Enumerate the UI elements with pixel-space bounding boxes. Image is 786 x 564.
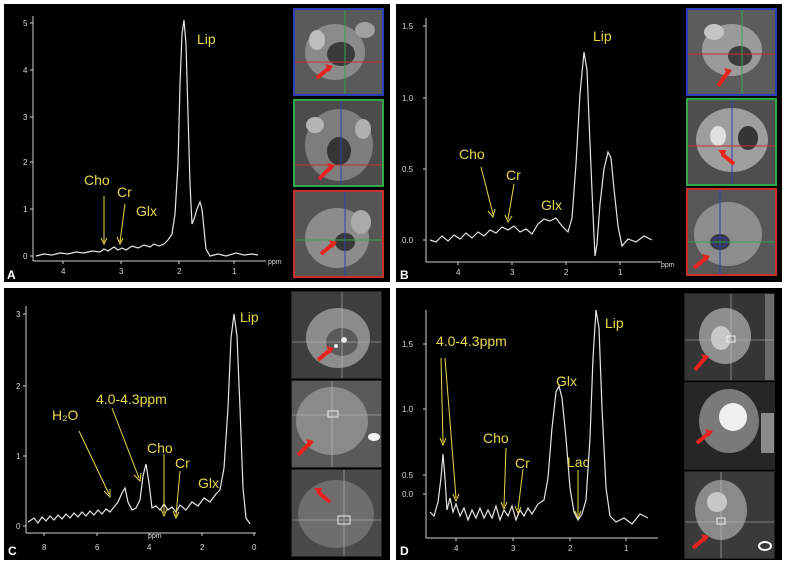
mri-thumbnail-axial bbox=[686, 8, 777, 96]
peak-label-glx: Glx bbox=[541, 197, 562, 213]
mri-thumbnail-axial bbox=[291, 291, 382, 379]
y-tick: 0 bbox=[23, 252, 28, 261]
x-unit-label: ppm bbox=[148, 533, 162, 540]
x-tick: 4 bbox=[147, 543, 152, 552]
x-tick: 4 bbox=[454, 544, 459, 553]
spectrum-plot-c: 3 2 1 0 8 6 4 2 0 ppm H₂O 4.0-4.3ppm Cho… bbox=[16, 306, 259, 552]
sagittal-mri-icon bbox=[292, 470, 381, 556]
panel-d: 1.5 1.0 0.5 0.0 4 3 2 1 4.0-4.3ppm Cho C… bbox=[396, 288, 782, 560]
x-tick: 4 bbox=[61, 267, 66, 276]
mri-thumbnail-coronal bbox=[684, 382, 775, 470]
x-tick: 0 bbox=[252, 543, 257, 552]
peak-label-cr: Cr bbox=[117, 184, 132, 200]
x-tick: 2 bbox=[177, 267, 182, 276]
coronal-mri-icon bbox=[685, 383, 774, 469]
x-tick: 6 bbox=[95, 543, 100, 552]
spectrum-plot-b: 1.5 1.0 0.5 0.0 4 3 2 1 ppm Cho Cr Glx L… bbox=[402, 18, 675, 277]
y-tick: 4 bbox=[23, 66, 28, 75]
y-tick: 1.5 bbox=[402, 22, 414, 31]
mri-thumbnail-sagittal bbox=[686, 188, 777, 276]
peak-label-cr: Cr bbox=[506, 167, 521, 183]
y-tick: 3 bbox=[16, 310, 21, 319]
x-tick: 2 bbox=[568, 544, 573, 553]
x-tick: 2 bbox=[564, 268, 569, 277]
y-tick: 1 bbox=[23, 205, 28, 214]
peak-label-cho: Cho bbox=[483, 430, 509, 446]
y-tick: 1.0 bbox=[402, 405, 414, 414]
spectrum-plot-d: 1.5 1.0 0.5 0.0 4 3 2 1 4.0-4.3ppm Cho C… bbox=[402, 309, 658, 553]
spectrum-trace bbox=[429, 51, 653, 257]
peak-label-4.0-4.3ppm: 4.0-4.3ppm bbox=[436, 333, 507, 349]
x-unit-label: ppm bbox=[661, 262, 675, 269]
axial-mri-icon bbox=[688, 10, 775, 94]
peak-label-lip: Lip bbox=[197, 31, 216, 47]
spectrum-trace bbox=[35, 19, 259, 257]
y-tick: 0 bbox=[16, 522, 21, 531]
y-tick: 1 bbox=[16, 452, 21, 461]
spectrum-trace bbox=[27, 313, 251, 525]
x-tick: 8 bbox=[42, 543, 47, 552]
mri-thumbnail-sagittal bbox=[293, 190, 384, 278]
spectrum-plot-a: 5 4 3 2 1 0 4 3 2 1 ppm Cho Cr Glx Lip bbox=[23, 16, 282, 276]
peak-label-lip: Lip bbox=[240, 309, 259, 325]
y-tick: 3 bbox=[23, 113, 28, 122]
x-tick: 1 bbox=[232, 267, 237, 276]
y-tick: 0.5 bbox=[402, 471, 414, 480]
x-tick: 2 bbox=[200, 543, 205, 552]
peak-label-lip: Lip bbox=[605, 315, 624, 331]
peak-label-cho: Cho bbox=[84, 172, 110, 188]
peak-label-cr: Cr bbox=[515, 455, 530, 471]
y-tick: 0.0 bbox=[402, 236, 414, 245]
sagittal-mri-icon bbox=[688, 190, 775, 274]
y-tick: 2 bbox=[23, 158, 28, 167]
peak-label-4.0-4.3ppm: 4.0-4.3ppm bbox=[96, 391, 167, 407]
panel-letter: A bbox=[7, 268, 16, 282]
sagittal-mri-icon bbox=[295, 192, 382, 276]
panel-c: 3 2 1 0 8 6 4 2 0 ppm H₂O 4.0-4.3ppm Cho… bbox=[4, 288, 390, 560]
y-tick: 5 bbox=[23, 19, 28, 28]
mri-thumbnail-axial bbox=[293, 8, 384, 96]
panel-b: 1.5 1.0 0.5 0.0 4 3 2 1 ppm Cho Cr Glx L… bbox=[396, 4, 782, 282]
peak-label-glx: Glx bbox=[556, 373, 577, 389]
x-tick: 1 bbox=[618, 268, 623, 277]
y-tick: 1.0 bbox=[402, 94, 414, 103]
coronal-mri-icon bbox=[688, 100, 775, 184]
axial-mri-icon bbox=[295, 10, 382, 94]
y-tick: 2 bbox=[16, 382, 21, 391]
peak-label-glx: Glx bbox=[136, 203, 157, 219]
coronal-mri-icon bbox=[292, 381, 381, 467]
y-tick: 0.5 bbox=[402, 165, 414, 174]
peak-label-lac: Lac bbox=[567, 454, 590, 470]
sagittal-mri-icon bbox=[685, 472, 774, 558]
x-unit-label: ppm bbox=[268, 259, 282, 266]
peak-label-cho: Cho bbox=[147, 440, 173, 456]
peak-label-cr: Cr bbox=[175, 455, 190, 471]
axial-mri-icon bbox=[685, 294, 774, 380]
panel-letter: D bbox=[400, 544, 409, 558]
mri-thumbnail-sagittal bbox=[684, 471, 775, 559]
mri-thumbnail-coronal bbox=[291, 380, 382, 468]
peak-label-h2o: H₂O bbox=[52, 407, 79, 423]
spectrum-trace bbox=[429, 309, 649, 525]
mri-thumbnail-coronal bbox=[686, 98, 777, 186]
peak-label-lip: Lip bbox=[593, 28, 612, 44]
axial-mri-icon bbox=[292, 292, 381, 378]
y-tick: 0.0 bbox=[402, 490, 414, 499]
panel-letter: C bbox=[8, 544, 17, 558]
panel-a: 5 4 3 2 1 0 4 3 2 1 ppm Cho Cr Glx Lip A bbox=[4, 4, 390, 282]
x-tick: 3 bbox=[510, 268, 515, 277]
mri-thumbnail-coronal bbox=[293, 99, 384, 187]
peak-label-cho: Cho bbox=[459, 146, 485, 162]
mri-thumbnail-axial bbox=[684, 293, 775, 381]
coronal-mri-icon bbox=[295, 101, 382, 185]
x-tick: 3 bbox=[119, 267, 124, 276]
peak-label-glx: Glx bbox=[198, 475, 219, 491]
y-tick: 1.5 bbox=[402, 340, 414, 349]
x-tick: 4 bbox=[456, 268, 461, 277]
mri-thumbnail-sagittal bbox=[291, 469, 382, 557]
panel-letter: B bbox=[400, 268, 409, 282]
x-tick: 3 bbox=[511, 544, 516, 553]
x-tick: 1 bbox=[624, 544, 629, 553]
